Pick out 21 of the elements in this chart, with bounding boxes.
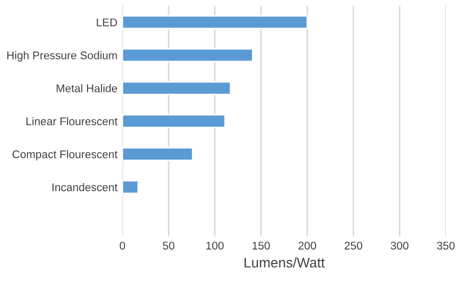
y-tick-label: LED	[96, 18, 118, 26]
bar	[122, 180, 139, 194]
y-tick-label: Metal Halide	[56, 84, 118, 92]
x-tick-label: 200	[298, 242, 316, 250]
x-tick-label: 350	[436, 242, 455, 250]
bar	[122, 81, 232, 96]
bar	[122, 114, 226, 128]
bar	[122, 15, 308, 30]
x-tick-label: 50	[162, 242, 174, 250]
y-tick-label: Incandescent	[52, 183, 118, 192]
y-tick-label: High Pressure Sodium	[7, 51, 117, 62]
bar	[122, 147, 194, 162]
x-axis-title: Lumens/Watt	[244, 257, 325, 268]
x-tick-label: 150	[252, 242, 270, 250]
bar	[122, 48, 254, 62]
x-tick-label: 100	[206, 242, 224, 250]
y-tick-label: Linear Flourescent	[26, 117, 118, 126]
y-tick-label: Compact Flourescent	[12, 150, 118, 160]
x-tick-label: 0	[120, 242, 126, 250]
x-tick-label: 300	[390, 242, 408, 250]
x-tick-label: 250	[344, 242, 362, 250]
